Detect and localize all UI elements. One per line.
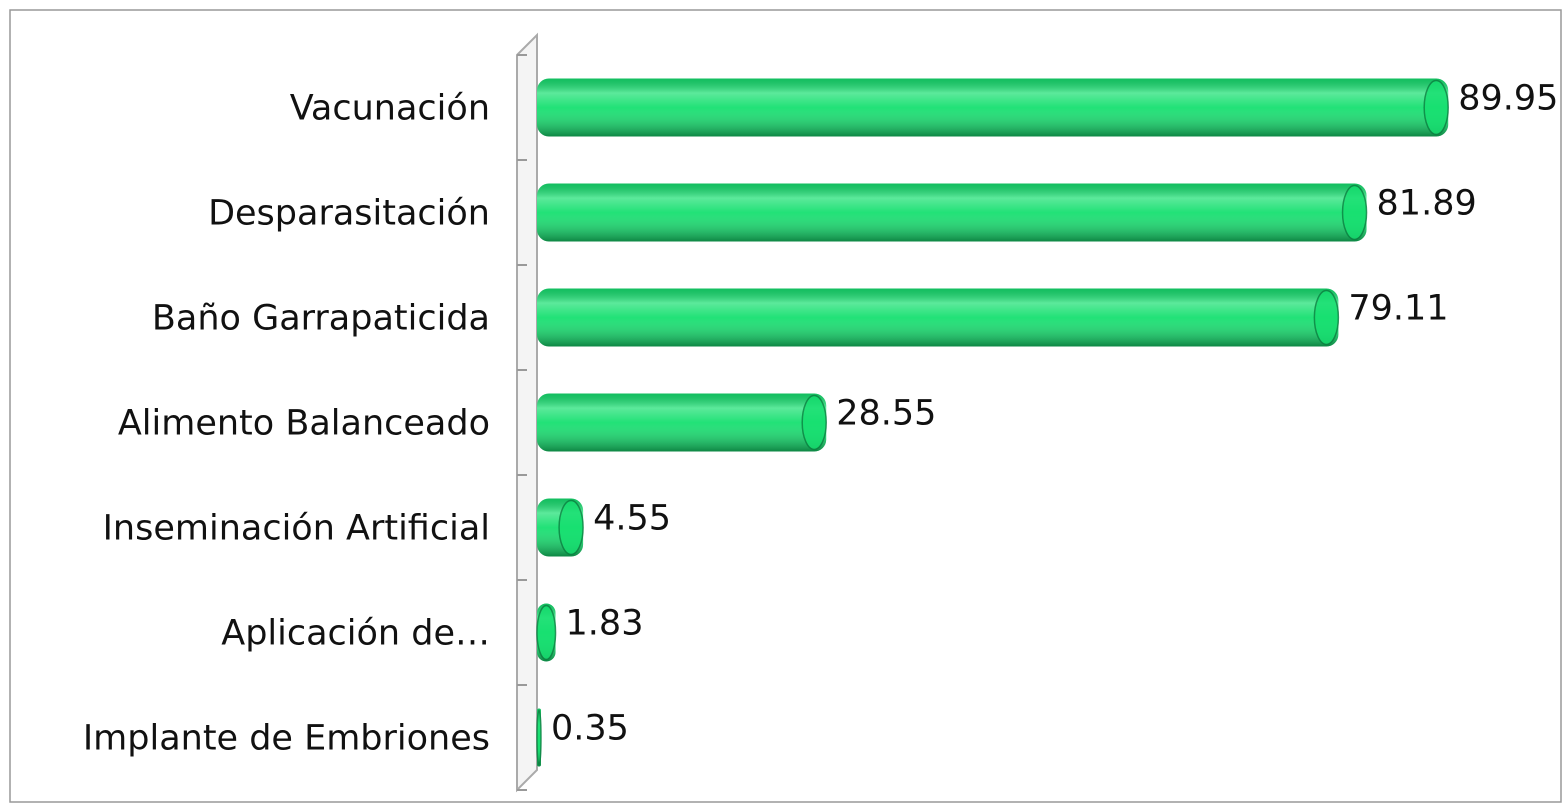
- bar-cap: [1423, 79, 1449, 136]
- bar-cap: [558, 499, 584, 556]
- bar-cap: [536, 604, 557, 661]
- value-label: 4.55: [593, 499, 671, 539]
- value-label: 1.83: [566, 604, 644, 644]
- y-tick-label: Aplicación de…: [221, 614, 490, 654]
- y-tick-label: Inseminación Artificial: [103, 509, 490, 549]
- value-label: 79.11: [1348, 289, 1448, 329]
- axis-wall: [516, 32, 538, 793]
- bar-shade: [537, 393, 827, 452]
- bar-cap: [1313, 289, 1340, 346]
- bar-cap: [536, 709, 542, 766]
- value-label: 89.95: [1458, 79, 1558, 119]
- bar-shade: [537, 288, 1339, 347]
- y-tick-label: Desparasitación: [208, 194, 490, 234]
- value-label: 28.55: [836, 394, 936, 434]
- bar-cap: [801, 394, 827, 451]
- bar-shade: [537, 183, 1367, 242]
- y-tick-label: Vacunación: [290, 89, 490, 129]
- bar-shade: [537, 78, 1449, 137]
- y-tick-label: Alimento Balanceado: [118, 404, 490, 444]
- bar-cap: [1341, 184, 1368, 241]
- y-tick-label: Implante de Embriones: [83, 719, 490, 759]
- value-label: 81.89: [1377, 184, 1477, 224]
- y-tick-label: Baño Garrapaticida: [152, 299, 490, 339]
- value-label: 0.35: [551, 709, 629, 749]
